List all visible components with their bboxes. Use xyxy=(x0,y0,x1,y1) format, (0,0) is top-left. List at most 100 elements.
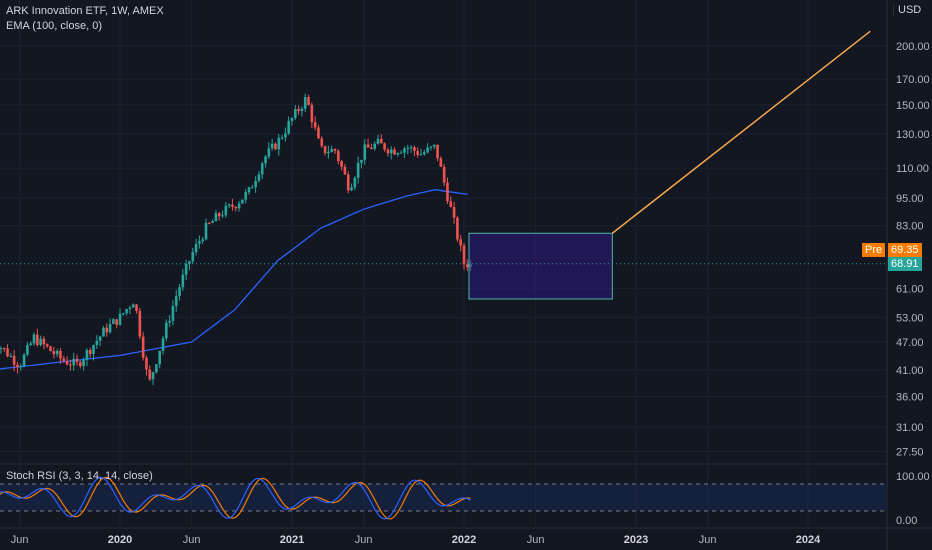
candle-body xyxy=(59,350,62,359)
price-tick-label: 31.00 xyxy=(896,422,924,434)
candle-body xyxy=(267,148,271,157)
candle-body xyxy=(284,133,287,138)
rsi-k-line xyxy=(0,476,471,520)
candle-body xyxy=(294,109,297,118)
candle-body xyxy=(442,166,446,183)
candle-body xyxy=(419,154,423,156)
candle-body xyxy=(330,149,333,153)
price-tick-label: 27.50 xyxy=(896,446,924,458)
candle-body xyxy=(376,138,380,144)
candle-body xyxy=(323,146,327,154)
ema-indicator-label[interactable]: EMA (100, close, 0) xyxy=(6,20,102,32)
candle-body xyxy=(49,346,52,352)
candle-layer xyxy=(0,93,472,386)
candle-body xyxy=(260,163,264,175)
premarket-label-badge: Pre xyxy=(862,243,886,257)
candle-body xyxy=(161,338,165,351)
candle-body xyxy=(393,149,396,155)
candle-body xyxy=(254,180,257,188)
candle-body xyxy=(198,241,201,244)
candle-body xyxy=(313,122,317,128)
candle-body xyxy=(227,204,231,206)
price-tick-label: 41.00 xyxy=(896,365,924,377)
time-tick-label: 2021 xyxy=(280,534,304,546)
candle-body xyxy=(317,127,320,139)
price-tick-label: 170.00 xyxy=(896,74,930,86)
candle-body xyxy=(2,348,6,350)
candle-body xyxy=(373,143,376,149)
candle-body xyxy=(333,149,337,151)
candle-body xyxy=(459,239,462,246)
candle-body xyxy=(112,319,115,324)
time-axis: Jun 2020 Jun 2021 Jun 2022 Jun 2023 Jun 2024 xyxy=(11,534,821,546)
currency-selector[interactable]: USD xyxy=(893,4,921,16)
candle-body xyxy=(264,156,267,164)
candle-body xyxy=(204,222,208,240)
candle-body xyxy=(277,137,281,150)
candle-body xyxy=(145,357,148,370)
candle-body xyxy=(416,151,419,155)
candle-body xyxy=(320,138,324,147)
time-tick-label: 2022 xyxy=(452,534,476,546)
candle-body xyxy=(135,304,138,311)
candle-body xyxy=(462,245,466,265)
candle-body xyxy=(72,358,75,366)
candle-body xyxy=(310,104,314,123)
candle-body xyxy=(221,215,224,217)
candle-body xyxy=(131,304,135,308)
candle-body xyxy=(151,372,155,380)
candle-body xyxy=(237,203,241,209)
candle-body xyxy=(251,187,254,189)
candle-body xyxy=(26,344,29,355)
price-tick-label: 83.00 xyxy=(896,221,924,233)
candle-body xyxy=(340,161,343,167)
stoch-rsi-label[interactable]: Stoch RSI (3, 3, 14, 14, close) xyxy=(6,470,153,482)
candle-body xyxy=(194,243,198,253)
time-tick-label: Jun xyxy=(355,534,373,546)
price-tick-label: 36.00 xyxy=(896,391,924,403)
candle-body xyxy=(353,177,357,188)
candle-body xyxy=(36,334,39,345)
candle-body xyxy=(327,152,330,154)
candle-body xyxy=(115,319,118,325)
candle-body xyxy=(466,264,469,268)
price-tick-label: 200.00 xyxy=(896,41,930,53)
candle-body xyxy=(128,307,132,310)
ema-layer xyxy=(0,189,468,370)
candle-body xyxy=(217,213,221,217)
candle-body xyxy=(423,152,426,155)
symbol-title[interactable]: ARK Innovation ETF, 1W, AMEX xyxy=(6,5,164,17)
candle-body xyxy=(360,159,363,163)
candle-body xyxy=(12,355,16,365)
candle-body xyxy=(337,150,340,162)
candle-body xyxy=(168,320,171,323)
candle-body xyxy=(69,364,72,366)
candle-body xyxy=(426,147,429,153)
candle-body xyxy=(469,263,472,268)
candle-body xyxy=(155,364,158,373)
candle-body xyxy=(386,149,390,154)
time-tick-label: Jun xyxy=(699,534,717,546)
candle-body xyxy=(432,144,436,147)
candle-body xyxy=(88,350,92,355)
candle-body xyxy=(201,239,204,242)
candle-body xyxy=(247,187,251,193)
candle-body xyxy=(158,350,161,365)
candle-body xyxy=(6,348,9,357)
candle-body xyxy=(446,182,449,202)
candle-body xyxy=(297,109,300,112)
candle-body xyxy=(456,217,459,240)
candle-body xyxy=(138,310,142,337)
candle-body xyxy=(171,306,175,321)
candle-body xyxy=(399,152,403,154)
candle-body xyxy=(174,296,178,307)
candle-body xyxy=(274,143,277,150)
candle-body xyxy=(436,144,439,159)
candle-body xyxy=(178,287,181,297)
candle-body xyxy=(211,221,214,223)
candle-body xyxy=(55,350,59,355)
candle-body xyxy=(0,348,3,350)
candle-body xyxy=(62,358,66,362)
